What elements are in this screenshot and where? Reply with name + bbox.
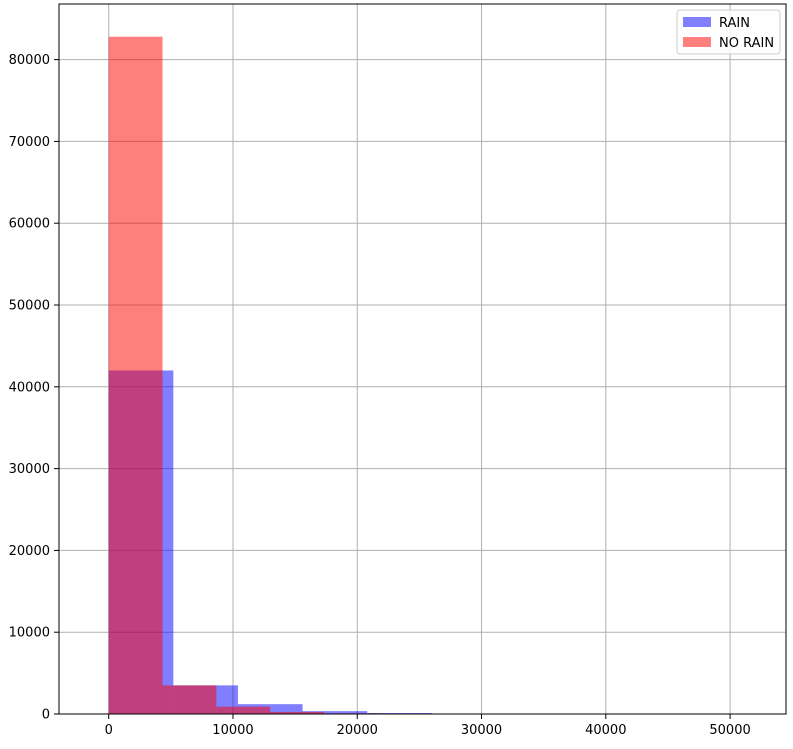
- x-tick-label-1: 10000: [212, 723, 253, 738]
- bar-no-rain-2: [216, 706, 271, 714]
- y-tick-label-5: 50000: [9, 299, 50, 314]
- y-tick-label-8: 80000: [9, 53, 50, 68]
- axis-ticks: 0 10000 20000 30000 40000 50000 0 10000 20000 300…: [9, 53, 751, 738]
- bar-no-rain-0: [108, 36, 163, 715]
- y-tick-label-0: 0: [42, 708, 50, 723]
- y-tick-label-1: 10000: [9, 626, 50, 641]
- plot-frame: [58, 3, 787, 715]
- grid-lines: [59, 4, 786, 715]
- x-tick-label-4: 40000: [585, 723, 626, 738]
- bar-no-rain-3: [270, 711, 324, 714]
- bar-rain-2: [237, 704, 303, 714]
- legend-swatch-no-rain: [683, 37, 711, 47]
- y-tick-label-4: 40000: [9, 380, 50, 395]
- legend-label-no-rain: NO RAIN: [719, 36, 774, 51]
- y-tick-label-7: 70000: [9, 135, 50, 150]
- legend-label-rain: RAIN: [719, 16, 750, 31]
- y-tick-label-3: 30000: [9, 462, 50, 477]
- x-tick-label-5: 50000: [709, 723, 750, 738]
- histogram-bars: [108, 36, 755, 715]
- legend: RAIN NO RAIN: [676, 9, 781, 55]
- legend-swatch-rain: [683, 17, 711, 27]
- bar-rain-3: [302, 711, 368, 714]
- x-tick-label-2: 20000: [337, 723, 378, 738]
- y-tick-label-6: 60000: [9, 217, 50, 232]
- y-tick-label-2: 20000: [9, 544, 50, 559]
- bar-no-rain-1: [162, 685, 217, 714]
- x-tick-label-0: 0: [105, 723, 113, 738]
- x-tick-label-3: 30000: [461, 723, 502, 738]
